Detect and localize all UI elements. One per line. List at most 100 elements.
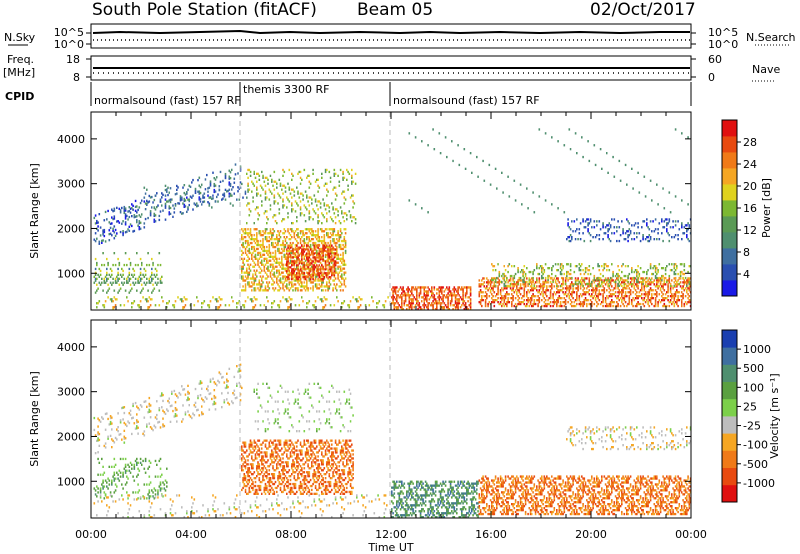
scatter-cell-5 xyxy=(306,208,308,211)
scatter-cell-8 xyxy=(544,293,547,296)
scatter-cell-5 xyxy=(284,186,287,189)
scatter-cell-8 xyxy=(556,291,558,294)
scatter-cell-3 xyxy=(292,277,294,280)
scatter-cell-6 xyxy=(179,298,182,301)
scatter-cell-3 xyxy=(278,232,281,235)
scatter-cell-8 xyxy=(637,287,639,290)
scatter-cell-3 xyxy=(281,271,283,274)
scatter-cell-7 xyxy=(453,286,456,289)
scatter-cell-5 xyxy=(294,210,297,213)
scatter-cell-7 xyxy=(439,302,442,305)
scatter-cell-8 xyxy=(583,287,586,290)
scatter-cell-3 xyxy=(244,285,247,288)
scatter-cell-7 xyxy=(447,302,449,305)
scatter-cell-4 xyxy=(312,256,314,259)
scatter-cell-3 xyxy=(307,228,309,231)
scatter-cell-9 xyxy=(506,278,508,282)
scatter-cell-5 xyxy=(266,216,268,219)
scatter-cell-9 xyxy=(636,278,638,282)
scatter-cell-10 xyxy=(609,226,612,229)
scatter-cell-7 xyxy=(432,304,434,307)
scatter-cell-3 xyxy=(246,267,248,270)
scatter-cell-7 xyxy=(408,302,411,305)
scatter-cell-2 xyxy=(99,283,102,286)
scatter-cell-0 xyxy=(131,417,133,420)
scatter-cell-4 xyxy=(323,268,326,271)
scatter-cell-4 xyxy=(313,268,316,271)
scatter-cell-0 xyxy=(201,183,203,186)
scatter-cell-3 xyxy=(336,241,338,245)
scatter-cell-11 xyxy=(519,183,522,186)
scatter-cell-0 xyxy=(222,193,224,196)
scatter-cell-7 xyxy=(401,302,403,305)
scatter-cell-8 xyxy=(572,289,574,292)
scatter-cell-4 xyxy=(314,266,317,269)
scatter-cell-3 xyxy=(339,243,342,247)
scatter-cell-3 xyxy=(337,273,339,276)
scatter-cell-9 xyxy=(557,263,559,266)
scatter-cell-7 xyxy=(412,298,414,301)
scatter-cell-3 xyxy=(248,232,251,235)
scatter-cell-0 xyxy=(174,401,177,404)
scatter-cell-3 xyxy=(318,236,321,239)
scatter-cell-0 xyxy=(206,397,208,400)
scatter-cell-8 xyxy=(569,277,572,280)
scatter-cell-7 xyxy=(417,308,419,311)
scatter-cell-8 xyxy=(576,293,578,296)
scatter-cell-9 xyxy=(671,269,673,272)
scatter-cell-8 xyxy=(538,301,541,304)
scatter-cell-0 xyxy=(123,406,126,409)
scatter-cell-3 xyxy=(319,239,322,243)
scatter-cell-0 xyxy=(111,446,113,449)
scatter-cell-9 xyxy=(638,272,641,276)
scatter-cell-7 xyxy=(407,288,409,291)
scatter-cell-7 xyxy=(419,292,422,295)
scatter-cell-1 xyxy=(174,204,177,207)
scatter-cell-0 xyxy=(174,203,177,206)
scatter-cell-5 xyxy=(273,188,276,191)
scatter-cell-0 xyxy=(187,384,189,387)
scatter-cell-0 xyxy=(113,231,116,234)
scatter-cell-8 xyxy=(609,301,612,304)
scatter-cell-3 xyxy=(306,285,308,288)
scatter-cell-7 xyxy=(462,296,464,299)
scatter-cell-8 xyxy=(597,283,599,286)
scatter-cell-10 xyxy=(627,234,629,237)
scatter-cell-7 xyxy=(423,286,425,289)
scatter-cell-9 xyxy=(518,276,521,280)
scatter-cell-5 xyxy=(343,176,346,179)
scatter-cell-8 xyxy=(559,301,562,304)
scatter-cell-4 xyxy=(291,274,293,277)
scatter-cell-7 xyxy=(462,302,464,305)
scatter-cell-5 xyxy=(329,176,332,179)
scatter-cell-0 xyxy=(228,181,231,184)
scatter-cell-0 xyxy=(117,412,119,415)
scatter-cell-8 xyxy=(573,304,576,308)
scatter-cell-8 xyxy=(634,293,637,296)
scatter-cell-1 xyxy=(164,198,167,201)
scatter-cell-4 xyxy=(326,244,328,247)
scatter-cell-3 xyxy=(281,247,283,251)
scatter-cell-7 xyxy=(409,306,412,309)
scatter-cell-9 xyxy=(504,274,507,278)
scatter-cell-7 xyxy=(396,306,398,309)
scatter-cell-3 xyxy=(337,261,339,264)
scatter-cell-7 xyxy=(418,304,421,307)
scatter-cell-5 xyxy=(261,200,263,203)
scatter-cell-3 xyxy=(271,238,273,241)
scatter-cell-7 xyxy=(443,302,446,305)
scatter-cell-8 xyxy=(559,304,562,308)
scatter-cell-9 xyxy=(556,282,558,286)
scatter-cell-3 xyxy=(242,245,244,249)
scatter-cell-0 xyxy=(176,420,178,423)
scatter-cell-8 xyxy=(642,302,644,306)
scatter-cell-8 xyxy=(489,285,492,288)
scatter-cell-3 xyxy=(261,255,263,258)
scatter-cell-0 xyxy=(218,381,221,384)
scatter-cell-3 xyxy=(266,273,268,276)
scatter-cell-6 xyxy=(217,306,219,309)
scatter-cell-7 xyxy=(442,300,444,303)
scatter-cell-2 xyxy=(152,263,154,267)
scatter-cell-8 xyxy=(556,302,558,306)
scatter-cell-7 xyxy=(457,288,459,291)
